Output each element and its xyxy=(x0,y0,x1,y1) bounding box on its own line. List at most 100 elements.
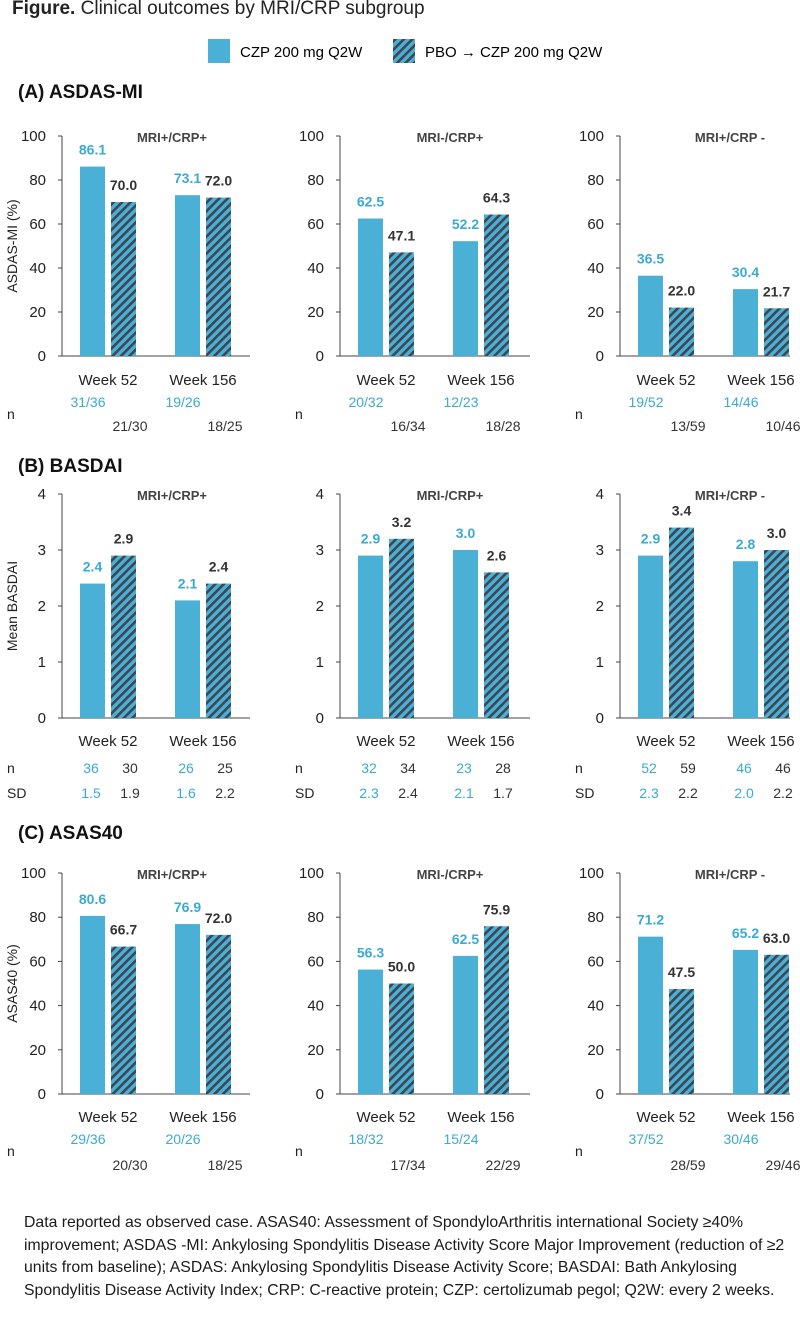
data-label-czp: 71.2 xyxy=(637,912,664,928)
y-tick-label: 4 xyxy=(38,486,46,503)
bar-czp xyxy=(175,924,200,1094)
x-tick-label: Week 52 xyxy=(357,372,416,389)
y-tick-label: 1 xyxy=(316,654,324,671)
y-tick-label: 0 xyxy=(38,710,46,727)
data-label-czp: 86.1 xyxy=(79,142,106,158)
n-row-label: n xyxy=(575,1143,583,1159)
y-tick-label: 0 xyxy=(316,348,324,365)
legend-swatch-czp xyxy=(208,39,230,63)
x-tick-label: Week 156 xyxy=(447,372,514,389)
legend-label-czp: CZP 200 mg Q2W xyxy=(240,44,363,61)
n-value-czp: 19/26 xyxy=(165,394,200,410)
data-label-pbo: 50.0 xyxy=(388,959,415,975)
data-label-czp: 2.4 xyxy=(83,559,103,575)
y-tick-label: 20 xyxy=(587,304,604,321)
n-value-pbo: 18/25 xyxy=(207,1157,242,1173)
y-tick-label: 20 xyxy=(587,1042,604,1059)
n-row-label: n xyxy=(7,760,15,776)
y-tick-label: 100 xyxy=(21,865,46,882)
y-tick-label: 60 xyxy=(587,953,604,970)
n-value-pbo: 34 xyxy=(400,760,416,776)
x-tick-label: Week 156 xyxy=(447,1109,514,1126)
y-tick-label: 40 xyxy=(307,260,324,277)
sd-value-czp: 1.5 xyxy=(81,785,101,801)
data-label-czp: 2.8 xyxy=(736,536,756,552)
y-tick-label: 40 xyxy=(587,998,604,1015)
sd-value-pbo: 1.9 xyxy=(120,785,140,801)
section-title: (A) ASDAS-MI xyxy=(18,82,143,103)
y-tick-label: 0 xyxy=(38,1086,46,1103)
x-tick-label: Week 52 xyxy=(637,733,696,750)
n-row-label: n xyxy=(575,406,583,422)
data-label-pbo: 3.4 xyxy=(672,503,692,519)
sd-value-pbo: 2.2 xyxy=(678,785,698,801)
data-label-pbo: 2.4 xyxy=(209,559,229,575)
section-title: (B) BASDAI xyxy=(18,456,123,477)
chart-panel-3: 0 20 40 60 80 100 MRI+/CRP - 36.522.0 Week 52 19/… xyxy=(575,128,800,434)
sd-value-czp: 2.3 xyxy=(359,785,379,801)
n-value-pbo: 17/34 xyxy=(390,1157,425,1173)
sd-value-pbo: 2.2 xyxy=(215,785,235,801)
y-tick-label: 60 xyxy=(587,216,604,233)
figure-canvas: CZP 200 mg Q2W PBO → CZP 200 mg Q2W (A) … xyxy=(4,39,800,1173)
n-value-czp: 20/26 xyxy=(165,1131,200,1147)
panel-subtitle: MRI-/CRP+ xyxy=(417,130,484,145)
n-value-pbo: 16/34 xyxy=(390,418,425,434)
bar-pbo xyxy=(484,572,509,718)
sd-row-label: SD xyxy=(7,785,26,801)
bar-pbo xyxy=(764,308,789,356)
data-label-pbo: 2.9 xyxy=(114,531,134,547)
y-tick-label: 40 xyxy=(307,998,324,1015)
sd-value-pbo: 2.4 xyxy=(398,785,418,801)
x-tick-label: Week 52 xyxy=(637,372,696,389)
n-value-pbo: 25 xyxy=(217,760,233,776)
n-value-pbo: 18/28 xyxy=(485,418,520,434)
x-tick-label: Week 156 xyxy=(169,733,236,750)
panel-subtitle: MRI+/CRP+ xyxy=(137,488,207,503)
data-label-pbo: 47.1 xyxy=(388,227,415,243)
y-tick-label: 80 xyxy=(307,909,324,926)
data-label-pbo: 72.0 xyxy=(205,173,232,189)
data-label-pbo: 66.7 xyxy=(110,922,137,938)
y-tick-label: 60 xyxy=(29,216,46,233)
legend: CZP 200 mg Q2W PBO → CZP 200 mg Q2W xyxy=(208,39,603,63)
chart-panel-2: 0 20 40 60 80 100 MRI-/CRP+ 62.5 47.1 Week 52 20/3… xyxy=(295,128,530,434)
bar-pbo xyxy=(484,926,509,1094)
data-label-czp: 80.6 xyxy=(79,891,106,907)
footnote: Data reported as observed case. ASAS40: … xyxy=(24,1214,785,1299)
bar-czp xyxy=(80,583,105,718)
panel-subtitle: MRI+/CRP - xyxy=(695,130,765,145)
chart-panel-9: 0 20 40 60 80 100 MRI+/CRP - 71.2 47.5 Week 52 37/… xyxy=(575,865,800,1173)
figure-title: Figure. Clinical outcomes by MRI/CRP sub… xyxy=(12,0,425,20)
data-label-pbo: 75.9 xyxy=(483,901,510,917)
y-tick-label: 40 xyxy=(29,260,46,277)
y-tick-label: 20 xyxy=(29,1042,46,1059)
n-row-label: n xyxy=(7,1143,15,1159)
figure-title-bold: Figure. xyxy=(12,0,76,19)
bar-czp xyxy=(733,949,758,1094)
bar-czp xyxy=(453,955,478,1094)
x-tick-label: Week 156 xyxy=(727,733,794,750)
legend-label-pbo: PBO → CZP 200 mg Q2W xyxy=(425,44,603,61)
y-axis-label: ASDAS-MI (%) xyxy=(4,199,20,292)
bar-czp xyxy=(453,241,478,356)
n-value-pbo: 46 xyxy=(775,760,791,776)
bar-czp xyxy=(175,600,200,718)
y-tick-label: 60 xyxy=(307,953,324,970)
data-label-czp: 2.1 xyxy=(178,575,198,591)
y-tick-label: 0 xyxy=(316,1086,324,1103)
data-label-pbo: 47.5 xyxy=(668,964,695,980)
sd-row-label: SD xyxy=(575,785,594,801)
n-value-czp: 26 xyxy=(178,760,194,776)
n-value-czp: 23 xyxy=(456,760,472,776)
n-value-pbo: 29/46 xyxy=(765,1157,800,1173)
n-value-pbo: 18/25 xyxy=(207,418,242,434)
n-row-label: n xyxy=(7,406,15,422)
panel-subtitle: MRI+/CRP+ xyxy=(137,867,207,882)
data-label-czp: 76.9 xyxy=(174,899,201,915)
n-value-czp: 14/46 xyxy=(723,394,758,410)
n-value-czp: 52 xyxy=(641,760,657,776)
y-tick-label: 3 xyxy=(596,542,604,559)
n-value-pbo: 30 xyxy=(122,760,138,776)
